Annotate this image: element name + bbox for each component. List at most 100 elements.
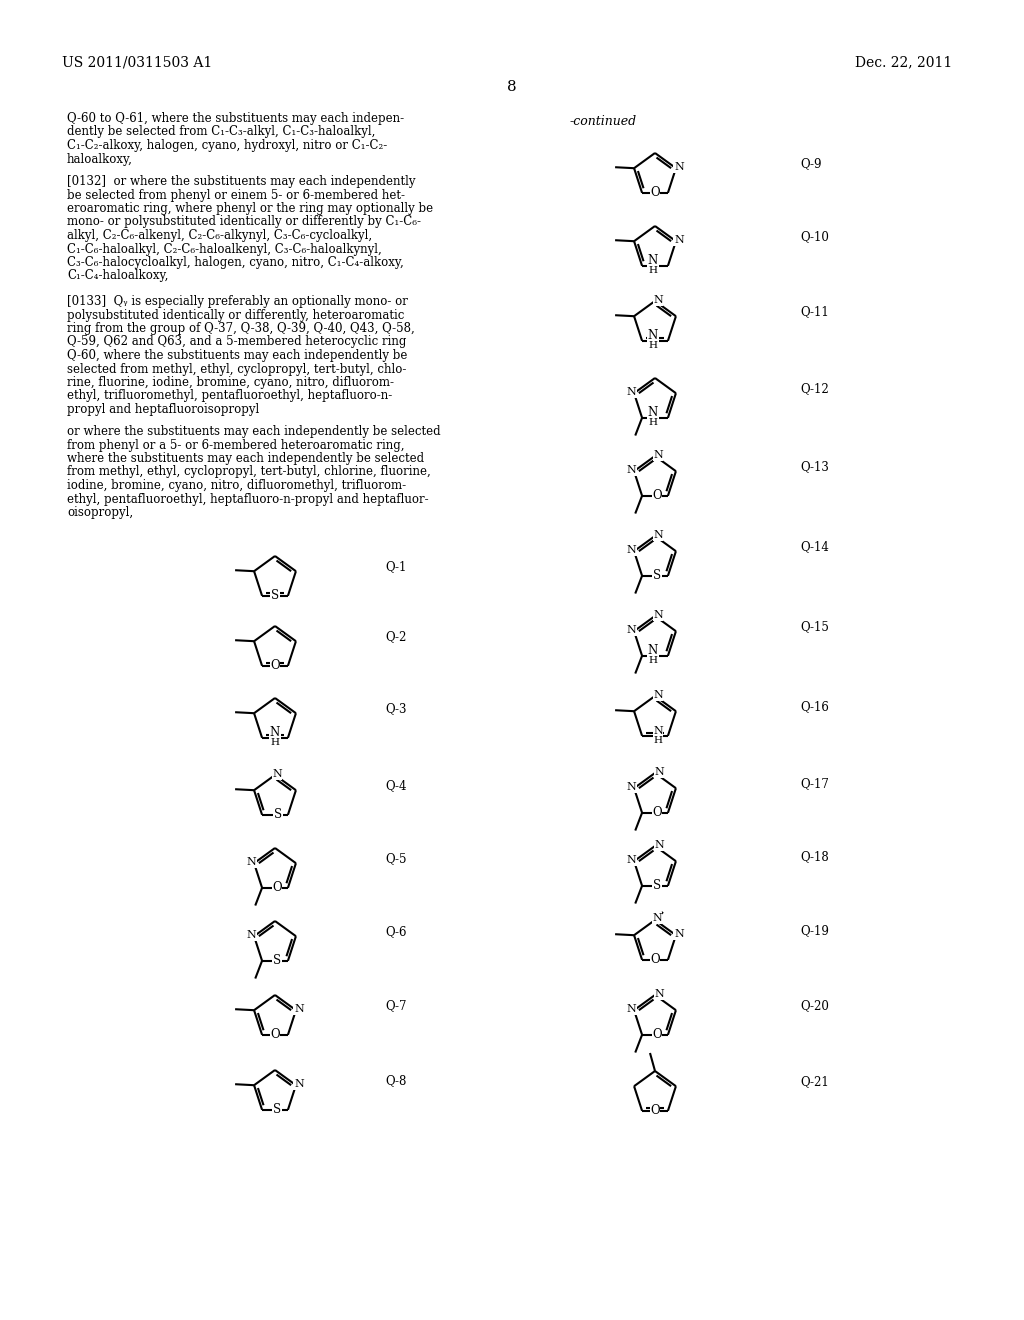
Text: Q-17: Q-17 xyxy=(800,777,828,789)
Text: N: N xyxy=(674,162,684,172)
Text: [0133]  Qᵧ is especially preferably an optionally mono- or: [0133] Qᵧ is especially preferably an op… xyxy=(67,294,408,308)
Text: ethyl, trifluoromethyl, pentafluoroethyl, heptafluoro-n-: ethyl, trifluoromethyl, pentafluoroethyl… xyxy=(67,389,392,403)
Text: N: N xyxy=(627,1005,636,1014)
Text: O: O xyxy=(650,953,659,966)
Text: N: N xyxy=(294,1005,304,1014)
Text: O: O xyxy=(270,1028,280,1041)
Text: N: N xyxy=(272,770,282,779)
Text: O: O xyxy=(650,186,659,199)
Text: C₁-C₆-haloalkyl, C₂-C₆-haloalkenyl, C₃-C₆-haloalkynyl,: C₁-C₆-haloalkyl, C₂-C₆-haloalkenyl, C₃-C… xyxy=(67,243,382,256)
Text: Q-8: Q-8 xyxy=(385,1074,407,1086)
Text: Q-60, where the substituents may each independently be: Q-60, where the substituents may each in… xyxy=(67,348,408,362)
Text: N: N xyxy=(627,465,636,475)
Text: N: N xyxy=(654,767,664,777)
Text: O: O xyxy=(270,659,280,672)
Text: N: N xyxy=(653,610,663,620)
Text: Q-15: Q-15 xyxy=(800,620,828,634)
Text: Q-1: Q-1 xyxy=(385,560,407,573)
Text: Q-20: Q-20 xyxy=(800,999,828,1012)
Text: mono- or polysubstituted identically or differently by C₁-C₆-: mono- or polysubstituted identically or … xyxy=(67,215,421,228)
Text: O: O xyxy=(652,1028,662,1041)
Text: Q-10: Q-10 xyxy=(800,230,828,243)
Text: haloalkoxy,: haloalkoxy, xyxy=(67,153,133,165)
Text: from phenyl or a 5- or 6-membered heteroaromatic ring,: from phenyl or a 5- or 6-membered hetero… xyxy=(67,438,404,451)
Text: N: N xyxy=(648,255,658,267)
Text: Q-7: Q-7 xyxy=(385,999,407,1012)
Text: N: N xyxy=(654,840,664,850)
Text: Q-11: Q-11 xyxy=(800,305,828,318)
Text: S: S xyxy=(653,569,662,582)
Text: dently be selected from C₁-C₃-alkyl, C₁-C₃-haloalkyl,: dently be selected from C₁-C₃-alkyl, C₁-… xyxy=(67,125,376,139)
Text: O: O xyxy=(272,882,282,894)
Text: H: H xyxy=(648,418,657,428)
Text: Q-4: Q-4 xyxy=(385,779,407,792)
Text: Q-9: Q-9 xyxy=(800,157,821,170)
Text: Q-13: Q-13 xyxy=(800,459,828,473)
Text: N: N xyxy=(648,644,658,657)
Text: -continued: -continued xyxy=(570,115,637,128)
Text: Q-12: Q-12 xyxy=(800,381,828,395)
Text: N: N xyxy=(648,329,658,342)
Text: N: N xyxy=(674,929,684,940)
Text: Q-16: Q-16 xyxy=(800,700,828,713)
Text: N: N xyxy=(652,913,662,923)
Text: N: N xyxy=(674,235,684,246)
Text: Q-3: Q-3 xyxy=(385,702,407,715)
Text: Q-21: Q-21 xyxy=(800,1074,828,1088)
Text: N: N xyxy=(294,1080,304,1089)
Text: S: S xyxy=(653,879,662,892)
Text: N: N xyxy=(653,294,663,305)
Text: from methyl, ethyl, cyclopropyl, tert-butyl, chlorine, fluorine,: from methyl, ethyl, cyclopropyl, tert-bu… xyxy=(67,466,431,479)
Text: US 2011/0311503 A1: US 2011/0311503 A1 xyxy=(62,55,212,69)
Text: eroaromatic ring, where phenyl or the ring may optionally be: eroaromatic ring, where phenyl or the ri… xyxy=(67,202,433,215)
Text: H: H xyxy=(648,656,657,665)
Text: C₁-C₄-haloalkoxy,: C₁-C₄-haloalkoxy, xyxy=(67,269,168,282)
Text: N: N xyxy=(627,855,636,865)
Text: ethyl, pentafluoroethyl, heptafluoro-n-propyl and heptafluor-: ethyl, pentafluoroethyl, heptafluoro-n-p… xyxy=(67,492,429,506)
Text: Dec. 22, 2011: Dec. 22, 2011 xyxy=(855,55,952,69)
Text: Q-5: Q-5 xyxy=(385,851,407,865)
Text: Q-60 to Q-61, where the substituents may each indepen-: Q-60 to Q-61, where the substituents may… xyxy=(67,112,404,125)
Text: propyl and heptafluoroisopropyl: propyl and heptafluoroisopropyl xyxy=(67,403,259,416)
Text: where the substituents may each independently be selected: where the substituents may each independ… xyxy=(67,451,424,465)
Text: N: N xyxy=(270,726,281,739)
Text: O: O xyxy=(652,490,662,503)
Text: N: N xyxy=(653,450,663,459)
Text: Q-2: Q-2 xyxy=(385,630,407,643)
Text: Q-6: Q-6 xyxy=(385,925,407,939)
Text: N: N xyxy=(627,626,636,635)
Text: N: N xyxy=(627,545,636,556)
Text: S: S xyxy=(273,954,281,968)
Text: N: N xyxy=(246,931,256,940)
Text: C₃-C₆-halocycloalkyl, halogen, cyano, nitro, C₁-C₄-alkoxy,: C₃-C₆-halocycloalkyl, halogen, cyano, ni… xyxy=(67,256,403,269)
Text: N: N xyxy=(627,783,636,792)
Text: Q-59, Q62 and Q63, and a 5-membered heterocyclic ring: Q-59, Q62 and Q63, and a 5-membered hete… xyxy=(67,335,407,348)
Text: H: H xyxy=(653,737,663,746)
Text: [0132]  or where the substituents may each independently: [0132] or where the substituents may eac… xyxy=(67,176,416,187)
Text: iodine, bromine, cyano, nitro, difluoromethyl, trifluorom-: iodine, bromine, cyano, nitro, difluorom… xyxy=(67,479,407,492)
Text: 8: 8 xyxy=(507,81,517,94)
Text: oisopropyl,: oisopropyl, xyxy=(67,506,133,519)
Text: O: O xyxy=(652,807,662,820)
Text: S: S xyxy=(271,589,280,602)
Text: be selected from phenyl or einem 5- or 6-membered het-: be selected from phenyl or einem 5- or 6… xyxy=(67,189,406,202)
Text: ring from the group of Q-37, Q-38, Q-39, Q-40, Q43, Q-58,: ring from the group of Q-37, Q-38, Q-39,… xyxy=(67,322,415,335)
Text: S: S xyxy=(274,808,282,821)
Text: H: H xyxy=(648,342,657,350)
Text: or where the substituents may each independently be selected: or where the substituents may each indep… xyxy=(67,425,440,438)
Text: N: N xyxy=(627,387,636,397)
Text: N: N xyxy=(654,989,664,999)
Text: H: H xyxy=(648,267,657,276)
Text: Q-18: Q-18 xyxy=(800,850,828,863)
Text: C₁-C₂-alkoxy, halogen, cyano, hydroxyl, nitro or C₁-C₂-: C₁-C₂-alkoxy, halogen, cyano, hydroxyl, … xyxy=(67,139,387,152)
Text: N: N xyxy=(648,407,658,420)
Text: Q-14: Q-14 xyxy=(800,540,828,553)
Text: Q-19: Q-19 xyxy=(800,924,828,937)
Text: S: S xyxy=(273,1104,281,1117)
Text: N: N xyxy=(653,690,663,700)
Text: N: N xyxy=(246,857,256,867)
Text: alkyl, C₂-C₆-alkenyl, C₂-C₆-alkynyl, C₃-C₆-cycloalkyl,: alkyl, C₂-C₆-alkenyl, C₂-C₆-alkynyl, C₃-… xyxy=(67,228,372,242)
Text: N: N xyxy=(653,531,663,540)
Text: rine, fluorine, iodine, bromine, cyano, nitro, difluorom-: rine, fluorine, iodine, bromine, cyano, … xyxy=(67,376,394,389)
Text: polysubstituted identically or differently, heteroaromatic: polysubstituted identically or different… xyxy=(67,309,404,322)
